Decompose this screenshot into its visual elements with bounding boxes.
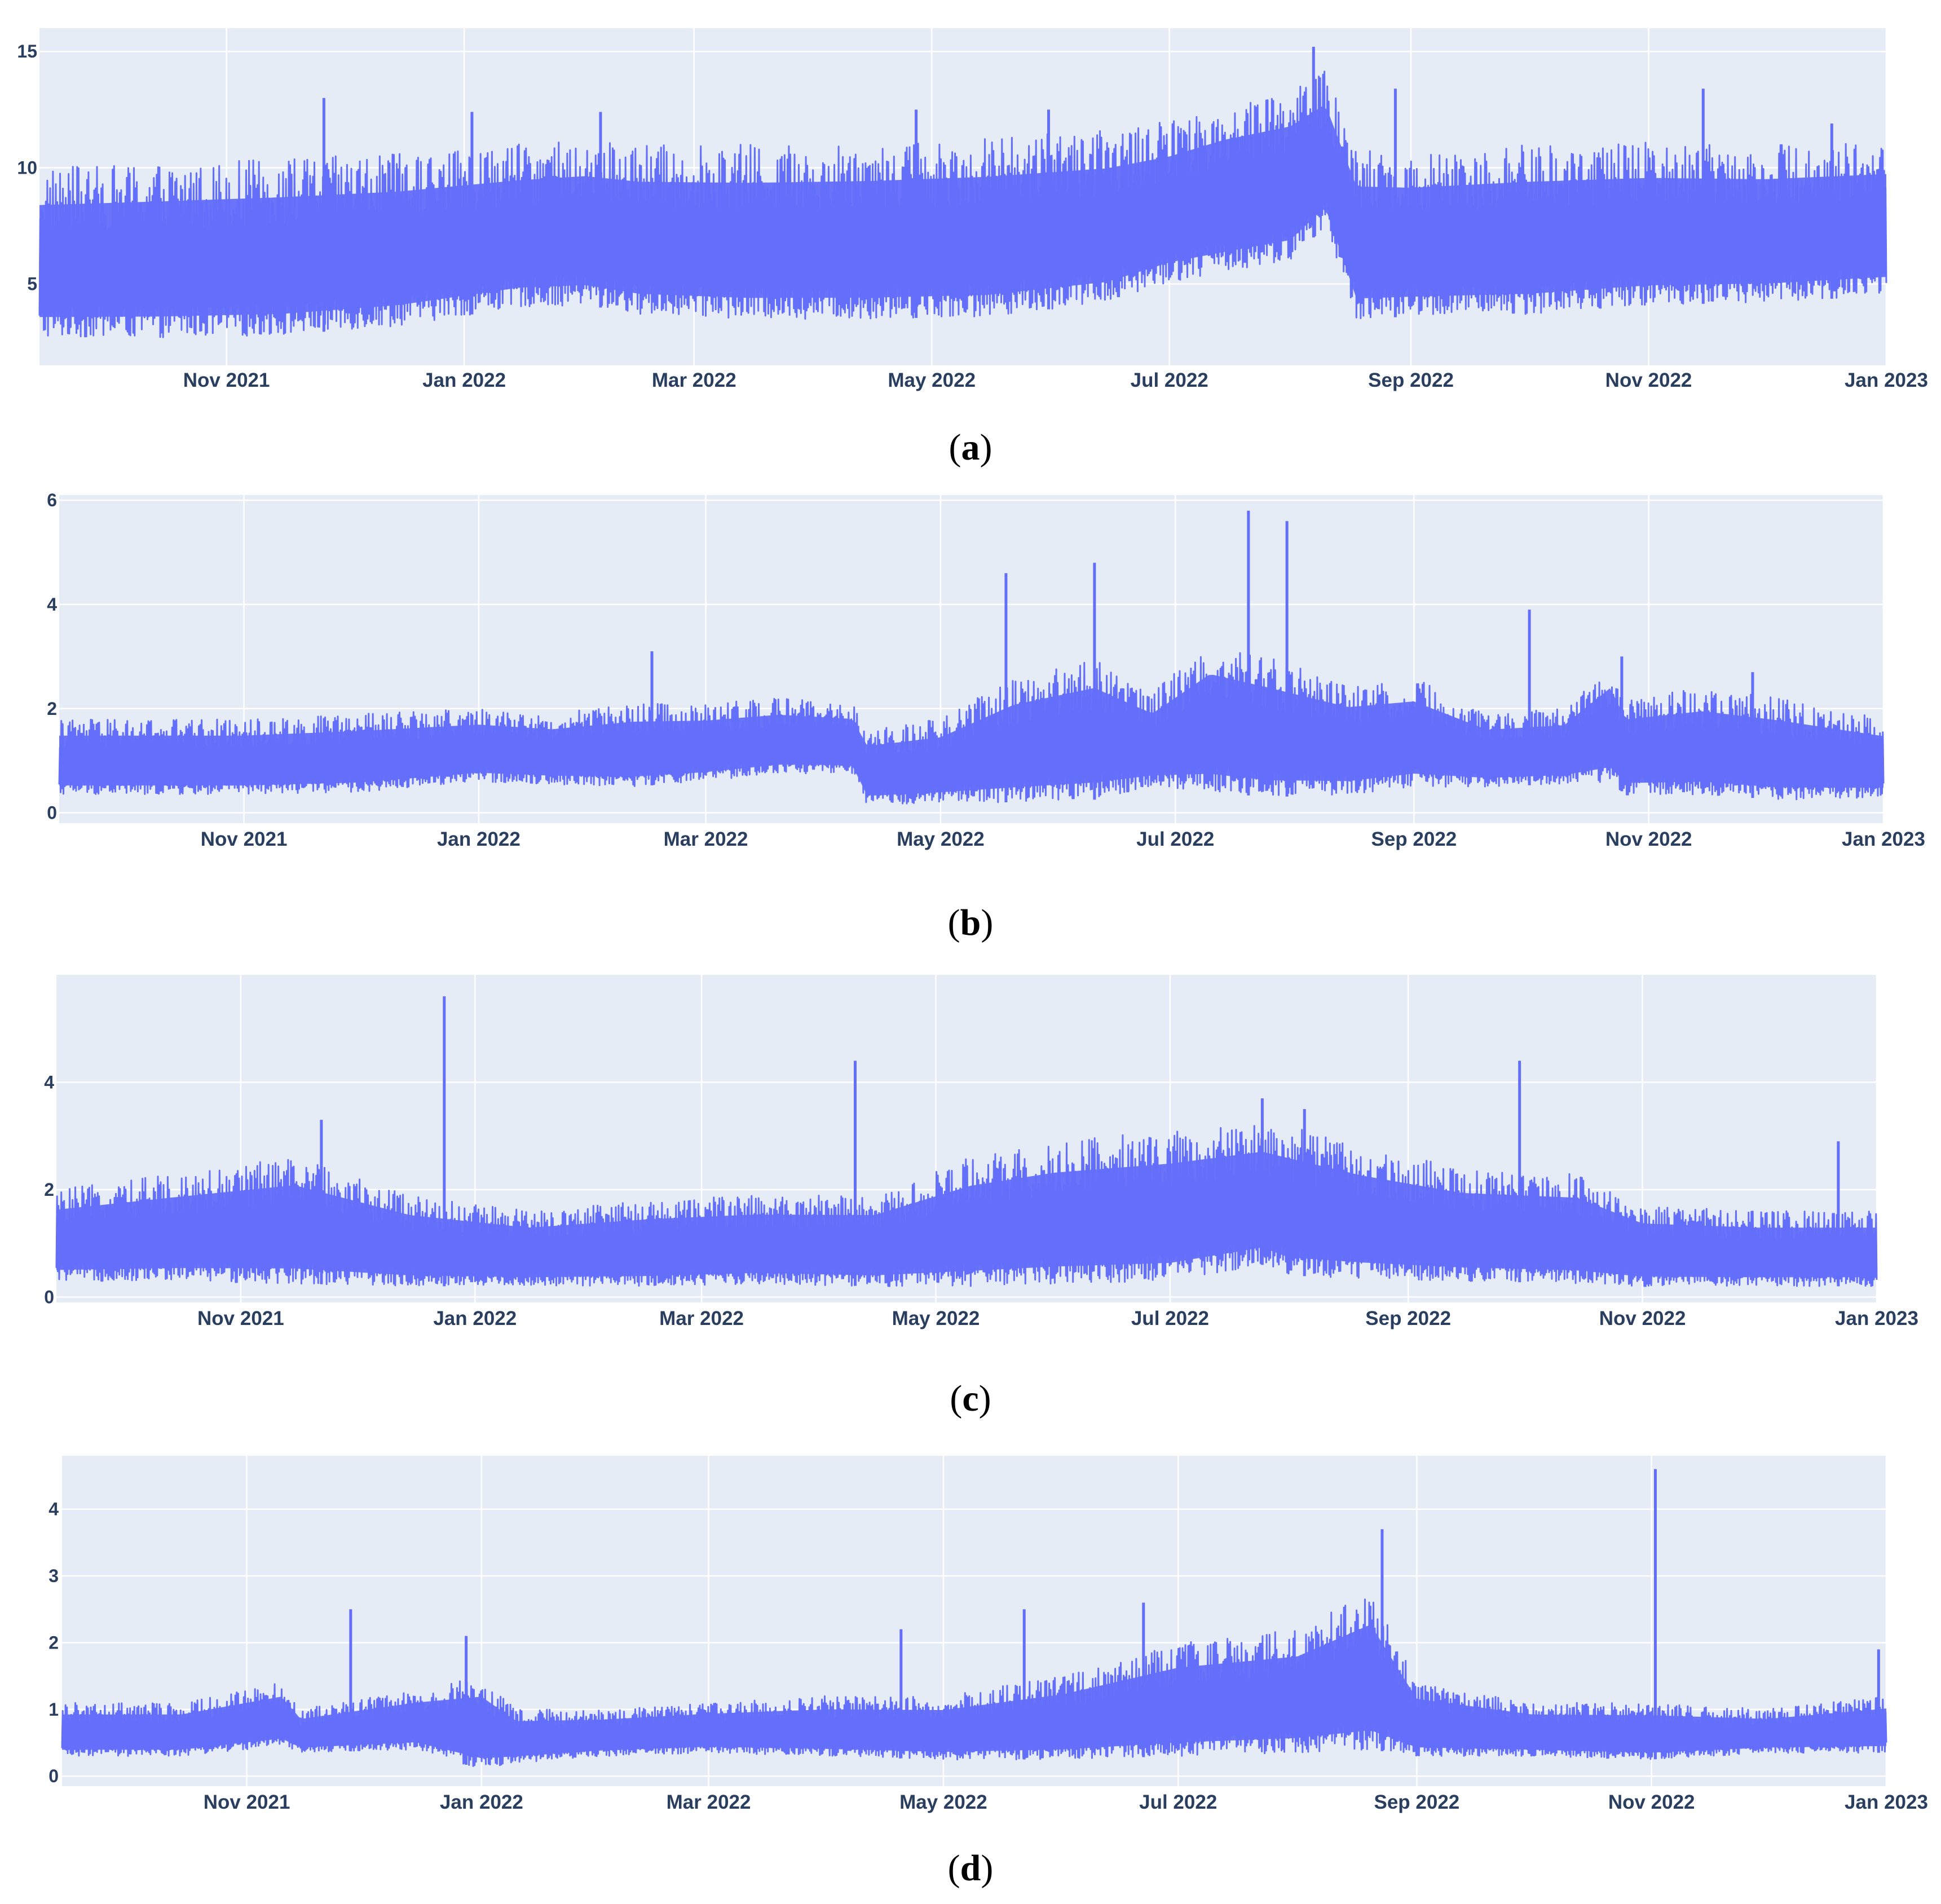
series-body [59, 674, 1883, 796]
y-tick-label: 4 [48, 1499, 59, 1519]
x-tick-label: May 2022 [888, 369, 976, 391]
x-tick-label: Nov 2021 [204, 1791, 290, 1813]
x-tick-label: Jan 2023 [1845, 369, 1928, 391]
chart-panel-a: 5 10 15 Nov 2021 Jan 2022 Mar 2022 May 2022 Jul… [17, 28, 1928, 468]
x-tick-label: Jan 2022 [433, 1307, 517, 1329]
x-tick-label: Mar 2022 [659, 1307, 744, 1329]
x-tick-label: Sep 2022 [1371, 828, 1457, 850]
y-tick-label: 0 [44, 1287, 54, 1307]
x-tick-label: Jan 2022 [422, 369, 506, 391]
x-tick-label: Mar 2022 [664, 828, 748, 850]
panel-caption: (a) [949, 427, 992, 468]
x-tick-label: Nov 2021 [183, 369, 270, 391]
x-tick-label: Nov 2022 [1608, 1791, 1695, 1813]
x-tick-label: Nov 2022 [1605, 369, 1692, 391]
x-tick-label: Nov 2022 [1599, 1307, 1686, 1329]
panel-caption: (c) [950, 1378, 991, 1419]
y-tick-label: 1 [48, 1699, 59, 1720]
x-tick-label: Sep 2022 [1365, 1307, 1451, 1329]
series-body [62, 1625, 1886, 1759]
y-tick-label: 15 [17, 41, 37, 61]
x-tick-label: Nov 2021 [201, 828, 288, 850]
x-tick-label: Sep 2022 [1368, 369, 1454, 391]
y-tick-label: 3 [48, 1566, 59, 1586]
x-tick-label: Mar 2022 [667, 1791, 751, 1813]
x-tick-label: Nov 2021 [197, 1307, 284, 1329]
x-tick-label: Jan 2023 [1835, 1307, 1918, 1329]
x-tick-label: Jan 2022 [437, 828, 520, 850]
y-tick-label: 2 [44, 1179, 54, 1200]
y-tick-label: 6 [47, 490, 57, 510]
y-tick-label: 2 [48, 1632, 59, 1653]
panel-letter: a [961, 427, 980, 468]
x-tick-label: May 2022 [897, 828, 985, 850]
series-body [39, 105, 1886, 317]
x-tick-label: Jan 2023 [1845, 1791, 1928, 1813]
x-tick-label: May 2022 [892, 1307, 980, 1329]
y-tick-label: 4 [44, 1072, 54, 1092]
series-body [56, 1151, 1877, 1278]
y-tick-label: 0 [48, 1766, 59, 1786]
x-tick-label: Nov 2022 [1605, 828, 1692, 850]
x-tick-label: Sep 2022 [1374, 1791, 1459, 1813]
x-tick-label: Jul 2022 [1136, 828, 1214, 850]
x-tick-label: Jul 2022 [1131, 369, 1208, 391]
panel-letter: b [960, 902, 981, 943]
chart-panel-b: 0 2 4 6 Nov 2021 Jan 2022 Mar 2022 May 2022 Jul … [47, 490, 1925, 943]
panel-letter: c [962, 1378, 978, 1419]
panel-letter: d [960, 1848, 981, 1889]
x-tick-label: Mar 2022 [652, 369, 736, 391]
x-tick-label: Jul 2022 [1139, 1791, 1217, 1813]
chart-panel-c: 0 2 4 Nov 2021 Jan 2022 Mar 2022 May 2022 Jul 2… [44, 975, 1918, 1419]
y-tick-label: 0 [47, 803, 57, 823]
chart-panel-d: 0 1 2 3 4 Nov 2021 Jan 2022 Mar 2022 May 2022 Jul… [48, 1456, 1928, 1889]
x-tick-label: May 2022 [899, 1791, 987, 1813]
x-tick-label: Jan 2023 [1842, 828, 1925, 850]
panel-caption: (d) [948, 1848, 994, 1889]
y-tick-label: 10 [17, 157, 37, 178]
y-tick-label: 2 [47, 699, 57, 719]
x-tick-label: Jul 2022 [1131, 1307, 1209, 1329]
panel-caption: (b) [948, 902, 994, 943]
y-tick-label: 5 [27, 274, 37, 294]
x-tick-label: Jan 2022 [440, 1791, 523, 1813]
y-tick-label: 4 [47, 594, 57, 615]
